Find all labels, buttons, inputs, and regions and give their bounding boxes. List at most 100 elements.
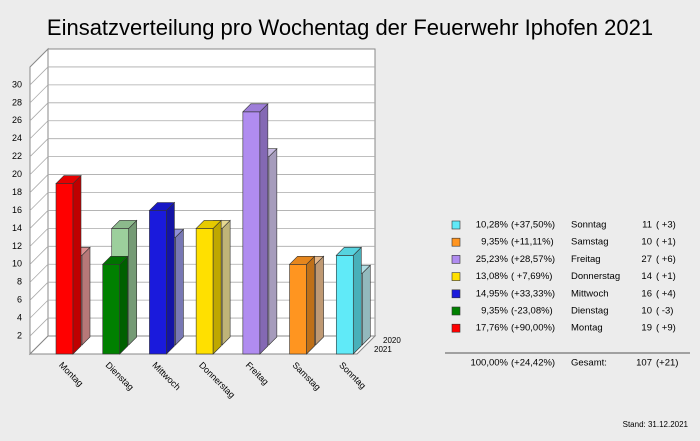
bar-front bbox=[195, 228, 214, 355]
grid-line bbox=[29, 192, 49, 211]
grid-line bbox=[29, 246, 49, 265]
diff: ( +4) bbox=[656, 288, 676, 299]
bar-top bbox=[335, 247, 363, 256]
series-label: 2020 bbox=[383, 336, 401, 345]
diff: ( +3) bbox=[656, 220, 676, 231]
count: 16 bbox=[641, 288, 652, 299]
bar-side bbox=[315, 255, 324, 346]
change: (+11,11%) bbox=[511, 237, 554, 248]
diff: ( +1) bbox=[656, 271, 676, 282]
grid-line bbox=[29, 317, 49, 337]
y-tick-label: 10 bbox=[12, 259, 22, 269]
series-label: 2021 bbox=[374, 345, 392, 354]
legend-swatch bbox=[451, 220, 461, 230]
day: Freitag bbox=[571, 254, 601, 265]
y-tick-label: 22 bbox=[12, 151, 22, 161]
bar bbox=[335, 246, 363, 355]
bar bbox=[242, 103, 269, 355]
grid-line bbox=[29, 299, 49, 319]
share: 13,08% bbox=[476, 271, 509, 282]
y-tick-label: 6 bbox=[17, 295, 22, 305]
bar bbox=[55, 174, 82, 355]
y-tick-label: 4 bbox=[17, 313, 22, 323]
legend-swatch bbox=[451, 306, 461, 316]
bar-front bbox=[102, 264, 121, 355]
y-tick-label: 12 bbox=[12, 241, 22, 251]
bar bbox=[288, 255, 316, 355]
bar-front bbox=[242, 111, 261, 355]
diff: ( -3) bbox=[656, 306, 673, 317]
legend-swatch bbox=[451, 237, 461, 247]
day: Samstag bbox=[571, 237, 609, 248]
day: Donnerstag bbox=[571, 271, 620, 282]
bar-side bbox=[259, 103, 269, 355]
bar-side bbox=[128, 219, 138, 346]
bar-front bbox=[55, 183, 74, 355]
change: ( +7,69%) bbox=[511, 271, 552, 282]
change: (+28,57%) bbox=[511, 254, 555, 265]
y-tick-label: 2 bbox=[17, 330, 22, 340]
grid-line bbox=[29, 210, 49, 229]
bar-side bbox=[72, 174, 82, 355]
diff: (+21) bbox=[656, 358, 678, 369]
grid-line bbox=[29, 156, 49, 175]
bar-side bbox=[221, 219, 231, 346]
footnote: Stand: 31.12.2021 bbox=[623, 420, 689, 429]
grid-line bbox=[29, 102, 49, 122]
grid-line bbox=[29, 138, 49, 157]
x-tick-label: Montag bbox=[57, 360, 85, 388]
day: Dienstag bbox=[571, 306, 609, 317]
bar-top bbox=[195, 220, 222, 229]
grid-line bbox=[29, 228, 49, 247]
legend-swatch bbox=[451, 272, 461, 281]
change: (+90,00%) bbox=[511, 323, 555, 334]
x-tick-label: Dienstag bbox=[104, 360, 136, 392]
legend-swatch bbox=[451, 255, 461, 264]
bar-side bbox=[306, 255, 315, 355]
x-tick-label: Mittwoch bbox=[150, 360, 182, 392]
change: (+33,33%) bbox=[511, 288, 555, 299]
bar-top bbox=[242, 103, 269, 113]
day: Montag bbox=[571, 323, 603, 334]
y-tick-label: 28 bbox=[12, 97, 22, 107]
x-tick-label: Donnerstag bbox=[197, 360, 237, 400]
count: 10 bbox=[641, 306, 652, 317]
y-tick-label: 14 bbox=[12, 223, 22, 233]
diff: ( +6) bbox=[656, 254, 676, 265]
x-tick-label: Sonntag bbox=[337, 360, 368, 391]
day: Gesamt: bbox=[571, 358, 607, 369]
grid-line bbox=[29, 120, 49, 140]
bar-top bbox=[148, 202, 176, 211]
bar-front bbox=[149, 210, 167, 355]
count: 10 bbox=[641, 237, 652, 248]
count: 19 bbox=[641, 323, 652, 334]
legend-swatch bbox=[451, 323, 461, 333]
bar-top bbox=[288, 256, 316, 265]
bar-top bbox=[110, 220, 138, 229]
share: 9,35% bbox=[481, 306, 508, 317]
bar-side bbox=[81, 246, 91, 346]
count: 14 bbox=[641, 271, 652, 282]
diff: ( +1) bbox=[656, 237, 676, 248]
bar bbox=[195, 219, 222, 355]
share: 25,23% bbox=[476, 254, 509, 265]
share: 9,35% bbox=[481, 237, 508, 248]
day: Sonntag bbox=[571, 220, 606, 231]
x-tick-label: Samstag bbox=[290, 360, 322, 392]
bar-side bbox=[352, 246, 362, 355]
bar-side bbox=[212, 219, 222, 355]
bar-side bbox=[175, 228, 184, 346]
y-tick-label: 8 bbox=[17, 277, 22, 287]
grid-line bbox=[29, 281, 49, 301]
count: 11 bbox=[642, 220, 652, 231]
legend-swatch bbox=[451, 289, 461, 299]
bar-top bbox=[55, 175, 82, 184]
count: 107 bbox=[636, 358, 652, 369]
y-tick-label: 26 bbox=[12, 115, 22, 125]
bar bbox=[101, 255, 129, 355]
y-tick-label: 18 bbox=[12, 187, 22, 197]
share: 14,95% bbox=[476, 288, 509, 299]
bar-side bbox=[119, 255, 129, 355]
bar-front bbox=[289, 264, 307, 355]
